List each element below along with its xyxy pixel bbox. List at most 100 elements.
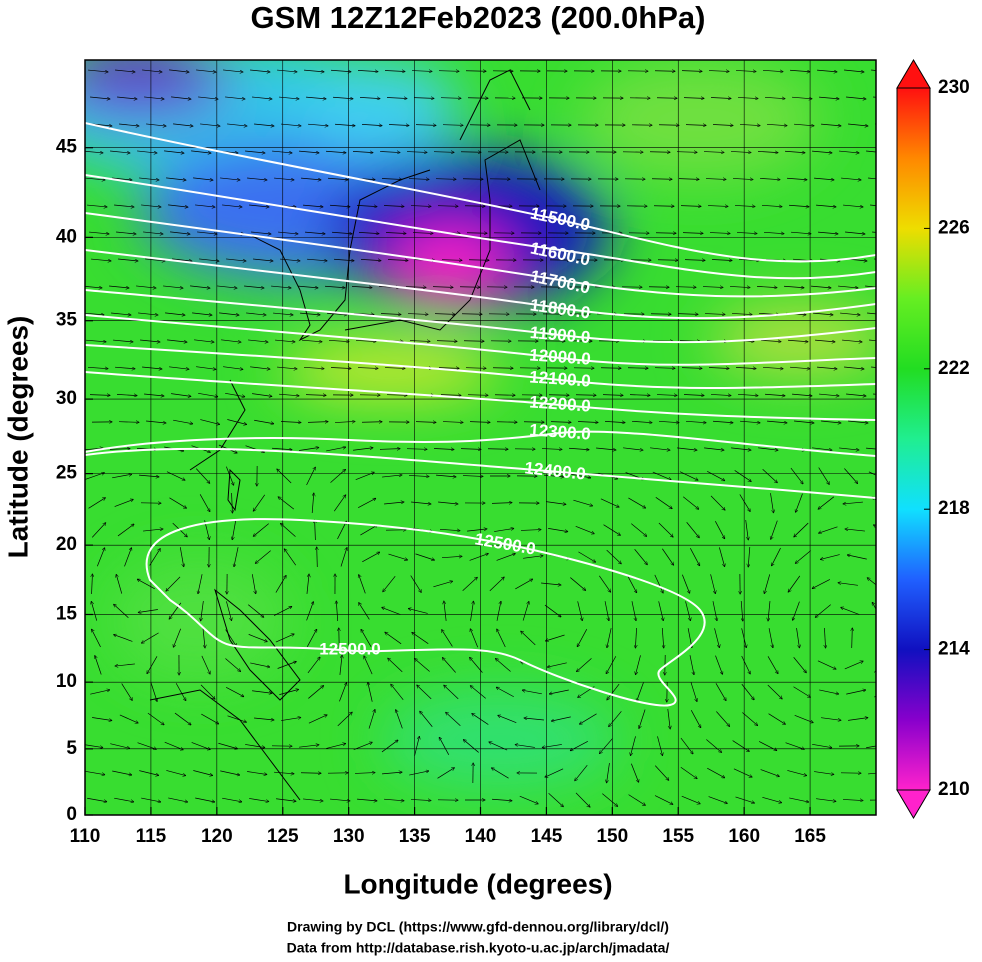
- streamline: [842, 799, 863, 800]
- streamline: [272, 448, 292, 449]
- streamline: [573, 499, 592, 506]
- streamline: [137, 150, 157, 153]
- streamline: [758, 447, 778, 450]
- streamline: [655, 233, 676, 234]
- streamline: [388, 553, 407, 560]
- streamline: [635, 655, 641, 674]
- streamline: [171, 96, 191, 99]
- streamline: [604, 421, 625, 422]
- streamline: [790, 467, 803, 484]
- streamline: [87, 204, 107, 207]
- y-axis-label: Latitude (degrees): [2, 316, 33, 559]
- streamline: [92, 574, 93, 595]
- streamline: [413, 98, 434, 99]
- streamline: [667, 709, 670, 729]
- streamline: [89, 231, 109, 234]
- streamline: [844, 69, 864, 72]
- streamline: [812, 579, 831, 588]
- streamline: [351, 286, 372, 287]
- streamline: [441, 556, 462, 557]
- streamline: [385, 632, 402, 645]
- streamline: [201, 713, 218, 724]
- streamline: [658, 522, 673, 537]
- streamline: [577, 422, 598, 423]
- streamline: [634, 549, 648, 564]
- streamline: [494, 528, 514, 532]
- streamline: [818, 231, 838, 234]
- streamline: [812, 743, 832, 747]
- streamline: [436, 474, 456, 477]
- streamline: [792, 97, 812, 99]
- streamline: [110, 150, 130, 153]
- streamline: [819, 526, 838, 533]
- streamline: [628, 794, 646, 806]
- streamline: [306, 629, 316, 647]
- streamline: [179, 547, 183, 567]
- streamline: [198, 96, 218, 99]
- streamline: [578, 551, 595, 562]
- streamline: [515, 745, 535, 748]
- streamline: [245, 150, 265, 153]
- streamline: [277, 662, 297, 669]
- streamline: [571, 473, 591, 478]
- streamline: [85, 744, 103, 747]
- streamline: [839, 447, 859, 450]
- streamline: [410, 799, 431, 800]
- y-tick-label: 10: [56, 671, 77, 692]
- streamline: [681, 795, 700, 804]
- streamline: [654, 574, 663, 593]
- streamline: [763, 232, 784, 233]
- y-tick-label: 0: [66, 804, 77, 825]
- streamline: [337, 712, 352, 727]
- streamline: [628, 497, 645, 508]
- streamline: [381, 178, 402, 179]
- streamline: [548, 793, 564, 806]
- streamline: [676, 152, 697, 153]
- streamline: [249, 798, 269, 801]
- streamline: [381, 740, 398, 753]
- streamline: [387, 259, 408, 260]
- streamline: [227, 123, 247, 126]
- streamline: [137, 742, 157, 750]
- streamline: [839, 150, 859, 153]
- streamline: [252, 393, 272, 397]
- streamline: [382, 607, 401, 615]
- streamline: [95, 656, 102, 675]
- streamline: [380, 313, 401, 314]
- streamline: [712, 601, 717, 621]
- contour-line: [85, 212, 876, 298]
- streamline: [731, 313, 752, 314]
- streamline: [225, 687, 244, 696]
- streamline: [658, 125, 679, 126]
- y-tick-label: 15: [56, 603, 78, 624]
- streamline: [138, 609, 158, 612]
- contour-label: 12200.0: [529, 392, 592, 415]
- streamline: [524, 718, 544, 721]
- streamline: [383, 205, 404, 206]
- streamline: [254, 419, 274, 424]
- streamline: [136, 285, 156, 288]
- streamline: [121, 683, 133, 701]
- streamline: [875, 721, 876, 723]
- streamline: [788, 575, 801, 592]
- y-tick-label: 25: [56, 463, 78, 484]
- streamline: [812, 447, 832, 450]
- streamline: [279, 96, 299, 99]
- streamline: [710, 495, 725, 510]
- streamline: [190, 285, 210, 288]
- streamline: [97, 548, 104, 567]
- streamline: [248, 634, 268, 641]
- streamline: [868, 772, 876, 775]
- streamline: [90, 96, 110, 99]
- streamline: [433, 152, 454, 153]
- streamline: [171, 393, 191, 397]
- streamline: [764, 97, 785, 98]
- streamline: [357, 368, 378, 369]
- streamline: [112, 177, 132, 180]
- streamline: [867, 312, 876, 315]
- streamline: [247, 771, 267, 774]
- streamline: [305, 231, 325, 234]
- streamline: [117, 524, 134, 537]
- streamline: [412, 632, 429, 644]
- streamline: [114, 635, 133, 642]
